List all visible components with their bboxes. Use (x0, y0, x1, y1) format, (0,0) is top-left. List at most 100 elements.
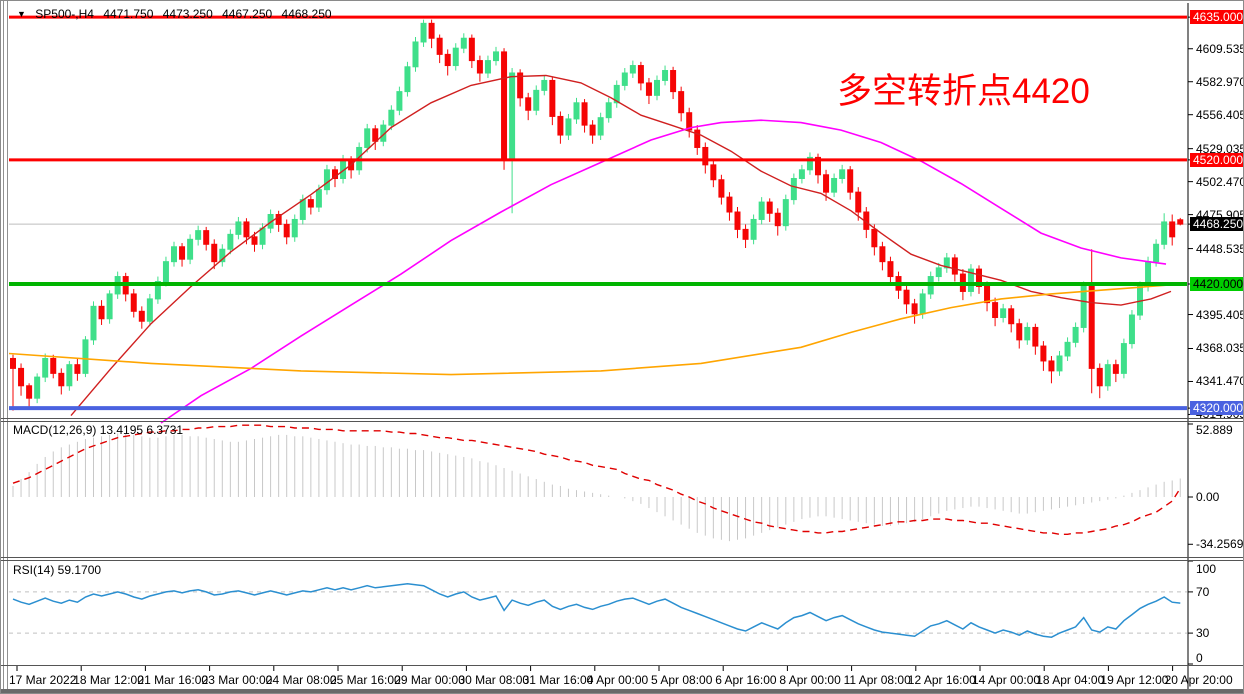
time-axis-separator (1, 665, 1243, 666)
candle-body (702, 146, 709, 166)
candle-body (911, 303, 918, 315)
candle-body (1088, 285, 1095, 369)
candle-body (1072, 326, 1079, 343)
candle-body (179, 246, 186, 260)
candle-body (637, 65, 644, 84)
candle-body (710, 164, 717, 181)
candle-body (879, 246, 886, 263)
rsi-tick-label: 100 (1196, 562, 1217, 576)
time-tick-label: 20 Apr 20:00 (1164, 673, 1233, 687)
candle-body (98, 305, 105, 320)
time-tick-label: 17 Mar 2022 (9, 673, 77, 687)
candle-body (267, 213, 274, 229)
horizontal-scrollbar[interactable] (1, 689, 1243, 693)
candle-body (138, 310, 145, 322)
candle-body (227, 233, 234, 250)
rsi-indicator-label: RSI(14) 59.1700 (13, 563, 102, 577)
candle-body (758, 201, 765, 220)
ma-slow-orange-line (8, 284, 1167, 376)
macd-tick-label: 52.889 (1196, 423, 1233, 437)
time-tick-label: 25 Mar 16:00 (330, 673, 401, 687)
candle-body (597, 117, 604, 136)
candle-body (146, 298, 153, 322)
time-tick-label: 18 Apr 04:00 (1036, 673, 1105, 687)
macd-tick-label: -34.2569 (1196, 537, 1244, 552)
candle-body (718, 179, 725, 198)
candle-body (323, 169, 330, 191)
candle-body (790, 177, 797, 201)
time-tick-label: 19 Apr 12:00 (1100, 673, 1169, 687)
bar-close-value: 4468.250 (281, 7, 332, 21)
panel-separator[interactable] (1, 557, 1243, 558)
candle-body (1008, 308, 1015, 325)
price-tick-label: 4529.035 (1196, 141, 1244, 156)
candle-body (605, 102, 612, 119)
candle-body (484, 60, 491, 74)
candle-body (1104, 364, 1111, 387)
price-badge-4420.000: 4420.000 (1190, 277, 1243, 291)
symbol-dropdown-icon[interactable]: ▼ (17, 9, 26, 19)
price-tick-label: 4341.470 (1196, 374, 1244, 389)
candle-body (1024, 326, 1031, 341)
candle-body (259, 227, 266, 245)
price-badge-4320.000: 4320.000 (1190, 401, 1243, 416)
time-tick-label: 23 Mar 00:00 (201, 673, 273, 687)
time-tick-label: 4 Apr 00:00 (586, 673, 649, 687)
candle-body (629, 65, 636, 74)
candle-body (66, 364, 73, 387)
time-tick-label: 24 Mar 08:00 (265, 673, 337, 687)
time-tick-label: 11 Apr 08:00 (843, 673, 911, 687)
candle-body (460, 37, 467, 49)
candle-body (1096, 367, 1103, 387)
ma-fast-red-line (70, 74, 1172, 417)
candle-body (372, 128, 379, 142)
candle-body (18, 367, 25, 387)
chart-title-bar: ▼ SP500-,H4 4471.750 4473.250 4467.250 4… (17, 7, 338, 21)
candle-body (130, 293, 137, 312)
candle-body (509, 72, 516, 161)
price-badge-4520.000: 4520.000 (1190, 152, 1243, 167)
candle-body (806, 156, 813, 171)
candle-body (235, 221, 242, 235)
candle-body (815, 156, 821, 176)
candle-body (855, 191, 862, 213)
candle-body (1153, 243, 1160, 263)
time-tick-label: 14 Apr 00:00 (972, 673, 1041, 687)
candle-body (774, 212, 781, 227)
candle-body (154, 281, 161, 300)
candle-body (589, 124, 596, 136)
rsi-tick-label: 70 (1196, 584, 1210, 599)
candle-body (1080, 285, 1087, 328)
candle-body (887, 261, 894, 278)
candle-body (106, 293, 113, 320)
candle-body (26, 385, 33, 399)
candle-body (951, 257, 958, 275)
price-tick-label: 4582.970 (1196, 74, 1244, 89)
time-tick-label: 29 Mar 00:00 (394, 673, 465, 687)
candle-body (1000, 308, 1007, 319)
candle-body (1032, 326, 1039, 347)
time-tick-label: 31 Mar 16:00 (522, 673, 594, 687)
candle-body (211, 243, 218, 263)
candle-body (1120, 343, 1127, 374)
candle-body (1128, 314, 1135, 345)
time-tick-label: 5 Apr 08:00 (651, 673, 713, 687)
candle-body (919, 293, 926, 315)
candle-body (517, 72, 524, 99)
time-tick-label: 6 Apr 16:00 (715, 673, 777, 687)
panel-separator[interactable] (1, 418, 1243, 419)
bar-open-value: 4471.750 (103, 7, 154, 21)
candle-body (541, 79, 548, 91)
time-tick-label: 21 Mar 16:00 (137, 673, 209, 687)
candle-body (1169, 221, 1176, 238)
bar-low-value: 4467.250 (222, 7, 273, 21)
text-annotation-object[interactable]: 多空转折点4420 (837, 72, 1090, 111)
time-tick-label: 30 Mar 08:00 (458, 673, 530, 687)
candle-body (992, 302, 999, 319)
candle-body (275, 213, 282, 225)
candle-body (162, 261, 169, 283)
candle-body (412, 41, 419, 68)
candle-body (299, 199, 306, 220)
time-tick-label: 12 Apr 16:00 (907, 673, 976, 687)
